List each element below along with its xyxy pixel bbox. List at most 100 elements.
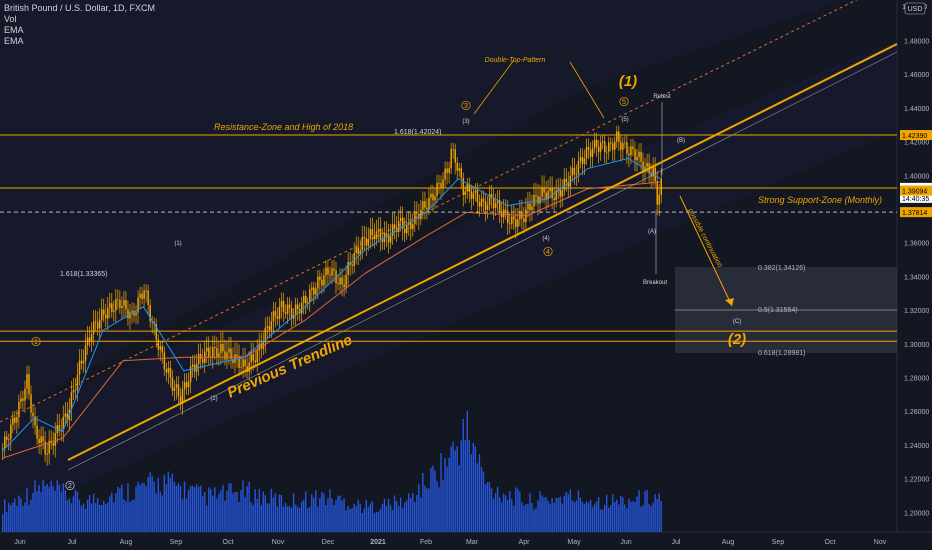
volume-bar [343, 498, 345, 532]
volume-bar [167, 471, 170, 532]
volume-bar [262, 491, 264, 532]
candle-body [373, 234, 376, 240]
candle-body [159, 346, 162, 350]
y-tick-label: 1.22000 [904, 477, 929, 484]
candle-body [270, 321, 273, 331]
candle-body [296, 304, 299, 310]
volume-bar [236, 491, 238, 532]
volume-bar [567, 494, 569, 532]
volume-bar [361, 513, 363, 532]
volume-bar [654, 494, 656, 532]
candle-body [171, 377, 174, 391]
candle-body [389, 235, 392, 243]
volume-bar [601, 509, 604, 532]
candle-body [327, 267, 329, 275]
price-badge-bg [900, 130, 932, 141]
volume-bar [86, 499, 89, 532]
candle-body [38, 438, 40, 444]
volume-bar [614, 501, 616, 532]
volume-bar [646, 489, 648, 532]
candle-body [189, 366, 192, 382]
candle-body [319, 276, 321, 280]
candle-body [351, 264, 353, 266]
volume-bar [393, 495, 396, 532]
volume-bar [387, 498, 390, 532]
volume-bar [608, 507, 610, 532]
candle-body [381, 239, 384, 243]
price-badge-text: 1.37814 [902, 210, 927, 217]
candle-body [258, 343, 261, 351]
volume-bar [36, 491, 38, 532]
candle-body [82, 361, 85, 364]
volume-bar [474, 446, 477, 532]
x-tick-label: Nov [874, 539, 887, 546]
price-badge: 1.37814 [900, 207, 932, 218]
volume-bar [260, 504, 262, 532]
price-badge-text: 14:40:35 [902, 196, 929, 203]
candle-body [317, 276, 319, 289]
volume-bar [628, 498, 630, 532]
candle-body [480, 198, 483, 207]
candle-body [300, 302, 303, 314]
volume-bar [159, 491, 161, 532]
candle-body [331, 268, 333, 276]
candle-body [4, 436, 6, 449]
circle-5-label-ring [619, 96, 629, 107]
volume-bar [549, 503, 551, 532]
candle-body [10, 424, 12, 440]
volume-bar [369, 503, 372, 532]
volume-bar [424, 485, 426, 532]
volume-bar [64, 490, 67, 532]
breakout-label: Breakout [643, 280, 667, 286]
volume-bar [201, 495, 204, 532]
candle-body [436, 182, 438, 197]
fib-0-5-label: 0.5(1.31554) [758, 307, 798, 314]
volume-bar [593, 504, 596, 532]
candle-body [268, 326, 271, 331]
candle-body [573, 167, 576, 175]
candle-body [416, 211, 418, 214]
volume-bar [414, 501, 416, 532]
candle-body [242, 359, 244, 368]
volume-bar [452, 441, 454, 532]
volume-bar [648, 504, 650, 532]
volume-bar [80, 505, 83, 532]
volume-bar [210, 488, 212, 532]
volume-bar [98, 504, 101, 532]
volume-bar [529, 493, 531, 532]
candle-body [565, 178, 568, 183]
candle-body [74, 389, 77, 391]
candle-body [98, 319, 101, 329]
candle-body [2, 448, 4, 450]
candle-body [218, 353, 220, 358]
candle-body [185, 382, 188, 388]
volume-bar [44, 485, 46, 532]
candle-body [511, 216, 513, 224]
volume-bar [258, 489, 260, 532]
x-tick-label: Feb [420, 539, 432, 546]
volume-bar [438, 487, 440, 532]
volume-bar [292, 493, 295, 532]
candle-body [414, 211, 416, 224]
volume-bar [234, 491, 236, 532]
candle-body [650, 173, 652, 177]
volume-bar [165, 484, 168, 532]
volume-bar [599, 509, 602, 532]
volume-bar [137, 481, 139, 532]
volume-bar [151, 476, 153, 532]
volume-bars [2, 410, 662, 532]
volume-bar [254, 489, 256, 532]
volume-bar [2, 514, 4, 532]
candle-body [127, 309, 129, 319]
candle-body [90, 334, 93, 342]
candle-body [173, 387, 176, 391]
volume-bar [40, 492, 42, 532]
candle-body [96, 322, 99, 329]
candle-body [608, 142, 610, 152]
x-tick-label: Oct [223, 539, 234, 546]
candle-body [612, 143, 614, 150]
x-tick-label: Nov [272, 539, 285, 546]
candle-body [636, 156, 638, 161]
circle-1-label-ring [31, 336, 41, 347]
